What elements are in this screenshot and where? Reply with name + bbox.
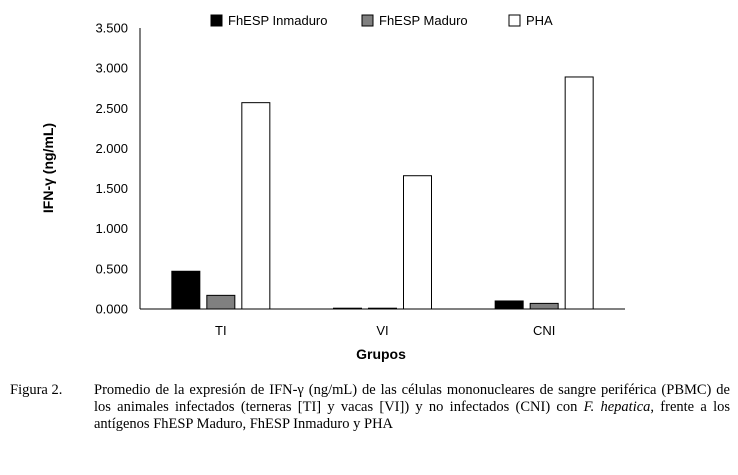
y-axis-title: IFN-γ (ng/mL) <box>40 123 56 213</box>
bar-ti-pha <box>241 102 271 310</box>
caption-text: Promedio de la expresión de IFN-γ (ng/mL… <box>94 382 730 433</box>
bar-cni-fhesp-maduro <box>529 302 559 310</box>
y-axis: 0.000 0.500 1.000 1.500 2.000 2.500 3.000 3.500 <box>95 21 141 317</box>
bar-ti-fhesp-maduro <box>206 294 236 310</box>
y-tick-label: 3.500 <box>95 21 128 36</box>
plot-area <box>171 76 594 310</box>
y-tick-label: 2.000 <box>95 141 128 156</box>
legend-swatch <box>361 14 374 27</box>
legend-label: FhESP Maduro <box>379 13 468 28</box>
x-axis: TI VI CNI <box>140 308 625 338</box>
legend-label: FhESP Inmaduro <box>228 13 327 28</box>
bar-cni-pha <box>564 76 594 310</box>
caption-species: F. hepatica <box>583 399 651 415</box>
x-tick-label: TI <box>215 323 227 338</box>
y-tick-label: 0.000 <box>95 302 128 317</box>
legend-swatch <box>508 14 521 27</box>
legend: FhESP Inmaduro FhESP Maduro PHA <box>210 13 553 28</box>
x-axis-title: Grupos <box>356 346 406 362</box>
caption-text-after: , frente a los antígenos FhESP Maduro, F… <box>94 399 730 432</box>
y-tick-label: 3.000 <box>95 61 128 76</box>
caption-text-before: Promedio de la expresión de IFN-γ (ng/mL… <box>94 382 730 415</box>
bar-cni-fhesp-inmaduro <box>494 300 524 310</box>
legend-label: PHA <box>526 13 553 28</box>
legend-swatch <box>210 14 223 27</box>
x-tick-label: VI <box>376 323 388 338</box>
y-tick-label: 0.500 <box>95 261 128 276</box>
caption-label: Figura 2. <box>10 382 63 398</box>
y-tick-label: 1.500 <box>95 181 128 196</box>
x-tick-label: CNI <box>533 323 555 338</box>
bar-ti-fhesp-inmaduro <box>171 270 201 310</box>
bar-chart: 0.000 0.500 1.000 1.500 2.000 2.500 3.000 3.500… <box>40 13 625 362</box>
bar-vi-pha <box>403 175 432 310</box>
figure-caption: Figura 2. Promedio de la expresión de IF… <box>10 382 730 433</box>
y-tick-label: 1.000 <box>95 221 128 236</box>
y-tick-label: 2.500 <box>95 101 128 116</box>
